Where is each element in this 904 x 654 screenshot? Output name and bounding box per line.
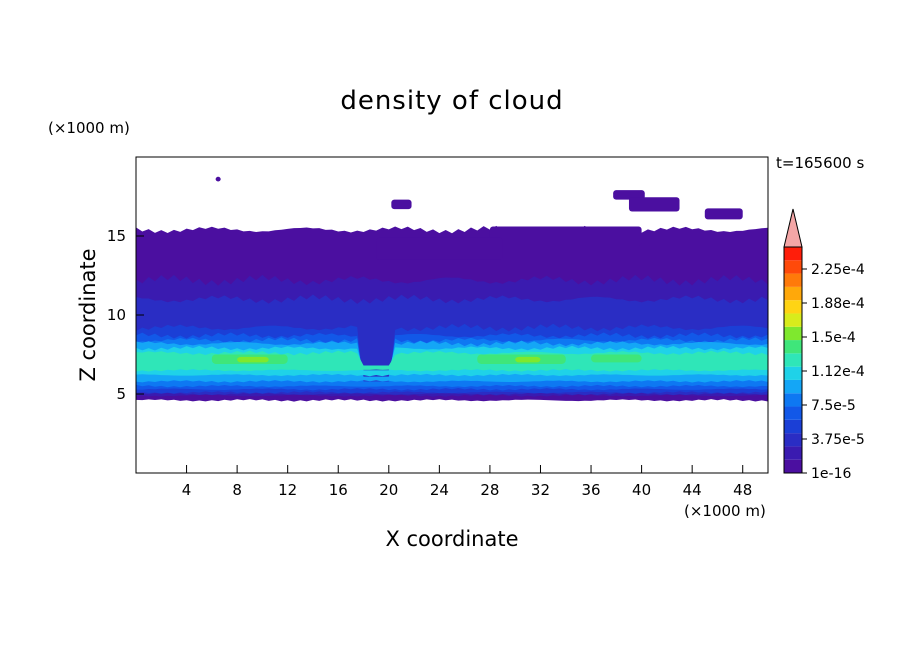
x-tick-label: 40	[632, 481, 651, 499]
cloud-fragment	[391, 199, 412, 210]
colorbar-label: 3.75e-5	[811, 432, 865, 448]
cloud-fragment	[704, 208, 743, 220]
x-tick-label: 36	[581, 481, 600, 499]
colorbar-swatch	[784, 379, 802, 394]
y-tick-label: 5	[116, 385, 126, 403]
colorbar-swatch	[784, 393, 802, 407]
x-tick-label: 12	[278, 481, 297, 499]
colorbar-label: 1.12e-4	[811, 364, 865, 380]
x-tick-label: 20	[379, 481, 398, 499]
x-tick-label: 8	[232, 481, 242, 499]
colorbar-swatch	[784, 433, 802, 447]
colorbar: 2.25e-4 1.88e-4 1.5e-4 1.12e-4 7.5e-5 3.75e-5…	[783, 208, 865, 482]
x-axis-unit: (×1000 m)	[684, 502, 766, 520]
colorbar-swatch	[784, 366, 802, 380]
colorbar-label: 1e-16	[811, 466, 851, 482]
colorbar-swatch	[784, 273, 802, 287]
cloud-fragment	[489, 226, 642, 246]
colorbar-swatch	[784, 286, 802, 301]
x-tick-label: 32	[531, 481, 550, 499]
colorbar-swatch	[784, 326, 802, 341]
colorbar-swatch	[784, 459, 802, 473]
x-axis: 4 8 12 16 20 24 28 32 36 40 44 48	[182, 465, 752, 499]
y-axis: 5 10 15	[107, 227, 144, 403]
cloud-fragment	[628, 197, 680, 212]
y-tick-label: 15	[107, 227, 126, 245]
x-axis-label: X coordinate	[385, 527, 519, 551]
colorbar-swatch	[784, 260, 802, 274]
x-tick-label: 48	[733, 481, 752, 499]
colorbar-label: 1.5e-4	[811, 330, 856, 346]
chart-title: density of cloud	[340, 86, 564, 116]
colorbar-label: 2.25e-4	[811, 262, 865, 278]
cloud-fragment	[215, 176, 221, 182]
y-axis-unit: (×1000 m)	[48, 119, 130, 137]
colorbar-label: 7.5e-5	[811, 398, 856, 414]
cloud-fragment	[376, 237, 503, 260]
high-density-patch	[515, 356, 541, 363]
colorbar-swatch	[784, 313, 802, 327]
colorbar-swatch	[784, 406, 802, 420]
x-tick-label: 44	[683, 481, 702, 499]
colorbar-extend-arrow	[783, 208, 803, 248]
x-tick-label: 16	[329, 481, 348, 499]
colorbar-frame	[783, 246, 803, 474]
density-field	[136, 176, 768, 402]
colorbar-swatch	[784, 353, 802, 367]
colorbar-swatch	[784, 300, 802, 314]
x-tick-label: 24	[430, 481, 449, 499]
high-density-patch	[591, 354, 642, 363]
colorbar-swatch	[784, 446, 802, 460]
x-tick-label: 28	[480, 481, 499, 499]
colorbar-swatch	[784, 419, 802, 434]
colorbar-swatch	[784, 340, 802, 354]
time-label: t=165600 s	[776, 154, 865, 172]
colorbar-label: 1.88e-4	[811, 296, 865, 312]
x-tick-label: 4	[182, 481, 192, 499]
colorbar-swatch	[784, 247, 802, 261]
y-tick-label: 10	[107, 306, 126, 324]
high-density-patch	[237, 356, 269, 363]
